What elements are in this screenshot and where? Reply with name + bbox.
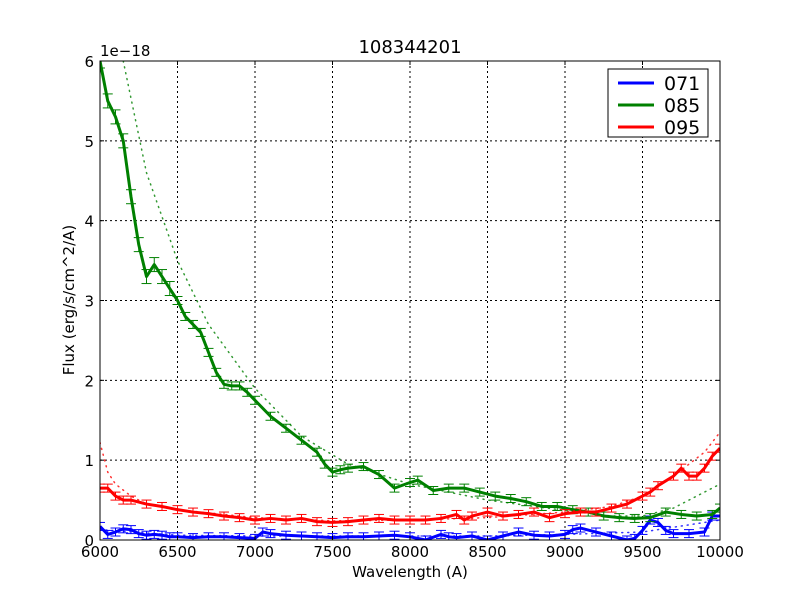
y-tick-label: 6: [84, 53, 94, 71]
x-tick-label: 9500: [623, 543, 661, 561]
x-tick-label: 8000: [391, 543, 429, 561]
x-tick-label: 6000: [81, 543, 119, 561]
x-axis-label: Wavelength (A): [352, 563, 468, 581]
axis-ticks: 6000 6500 7000 7500 8000 8500 9000 9500 10000 0 1 2…: [81, 53, 744, 561]
legend-label-071: 071: [664, 73, 700, 95]
x-tick-label: 7500: [313, 543, 351, 561]
fit-line-071: [100, 519, 720, 537]
y-tick-label: 3: [84, 293, 94, 311]
x-tick-label: 9000: [546, 543, 584, 561]
x-tick-label: 6500: [158, 543, 196, 561]
x-tick-label: 10000: [696, 543, 744, 561]
grid-lines: [100, 61, 720, 540]
y-tick-label: 5: [84, 133, 94, 151]
y-axis-label: Flux (erg/s/cm^2/A): [60, 225, 78, 376]
y-tick-label: 2: [84, 372, 94, 390]
x-tick-label: 7000: [236, 543, 274, 561]
y-tick-label: 4: [84, 213, 94, 231]
y-tick-label: 1: [84, 452, 94, 470]
legend-label-095: 095: [664, 117, 700, 139]
y-tick-label: 0: [84, 532, 94, 550]
series-layer: [100, 61, 720, 540]
legend-label-085: 085: [664, 95, 700, 117]
x-tick-label: 8500: [468, 543, 506, 561]
y-offset-label: 1e−18: [100, 42, 150, 60]
series-line-095: [100, 447, 720, 524]
chart-title: 108344201: [358, 37, 461, 58]
